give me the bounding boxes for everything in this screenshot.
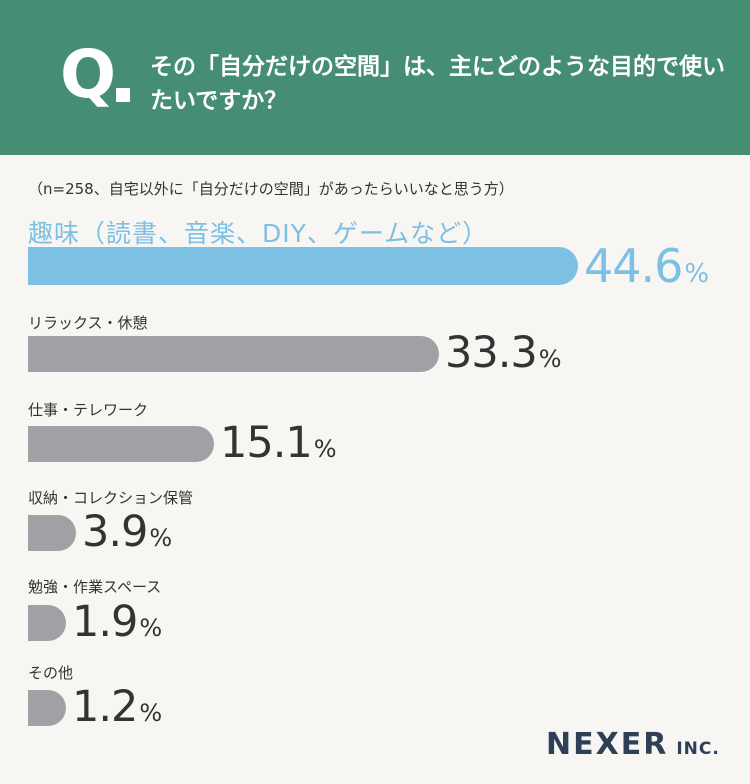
value-number: 1.9 xyxy=(72,597,138,647)
value-label: 3.9% xyxy=(82,511,172,554)
category-label: 収納・コレクション保管 xyxy=(28,489,194,507)
question-text: その「自分だけの空間」は、主にどのような目的で使いたいですか？ xyxy=(150,54,725,114)
value-number: 3.9 xyxy=(82,507,148,557)
value-label: 1.9% xyxy=(72,601,162,644)
category-label: リラックス・休憩 xyxy=(28,314,148,332)
value-label: 1.2% xyxy=(72,686,162,729)
logo-name: NEXER xyxy=(546,727,669,762)
bar xyxy=(28,336,439,372)
category-label: 勉強・作業スペース xyxy=(28,578,162,596)
question-header: Q その「自分だけの空間」は、主にどのような目的で使いたいですか？ xyxy=(0,0,750,155)
value-unit: % xyxy=(139,614,162,642)
category-label: 仕事・テレワーク xyxy=(28,401,149,419)
value-label: 44.6% xyxy=(584,243,709,289)
value-unit: % xyxy=(684,259,709,289)
logo-suffix: INC. xyxy=(676,739,720,759)
bar xyxy=(28,426,214,462)
value-number: 44.6 xyxy=(584,239,683,293)
value-label: 33.3% xyxy=(445,332,562,375)
value-unit: % xyxy=(139,699,162,727)
value-number: 1.2 xyxy=(72,682,138,732)
bar xyxy=(28,515,76,551)
value-label: 15.1% xyxy=(220,422,337,465)
value-number: 33.3 xyxy=(445,328,538,378)
category-label: その他 xyxy=(28,664,74,682)
bar xyxy=(28,690,66,726)
value-number: 15.1 xyxy=(220,418,313,468)
value-unit: % xyxy=(313,435,337,463)
value-unit: % xyxy=(538,345,562,373)
company-logo: NEXER INC. xyxy=(546,730,720,760)
bar xyxy=(28,247,578,285)
q-mark: Q xyxy=(60,36,117,113)
bar xyxy=(28,605,66,641)
category-label: 趣味（読書、音楽、DIY、ゲームなど） xyxy=(28,219,489,248)
sample-note: （n=258、自宅以外に「自分だけの空間」があったらいいなと思う方） xyxy=(28,180,514,198)
value-unit: % xyxy=(149,524,172,552)
q-dot-decoration xyxy=(116,88,130,102)
